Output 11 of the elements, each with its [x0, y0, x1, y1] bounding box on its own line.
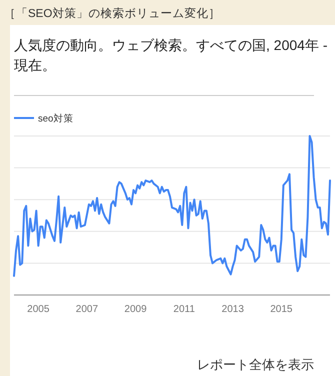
legend-label: seo対策 [38, 112, 74, 124]
legend: seo対策 [14, 114, 74, 124]
text: レポート全体を表示 [197, 357, 314, 372]
x-tick-label: 2013 [222, 304, 244, 315]
x-tick-label: 2015 [270, 304, 293, 315]
x-tick-label: 2009 [124, 304, 148, 315]
x-tick-label: 2011 [173, 304, 196, 315]
chart-subtitle: 人気度の動向。ウェブ検索。すべての国, 2004年 - 現在。 [14, 37, 328, 73]
x-tick-label: 2007 [76, 304, 98, 315]
chart-title: ［「SEO対策」の検索ボリューム変化］ [4, 6, 220, 20]
x-tick-label: 2005 [27, 304, 50, 315]
